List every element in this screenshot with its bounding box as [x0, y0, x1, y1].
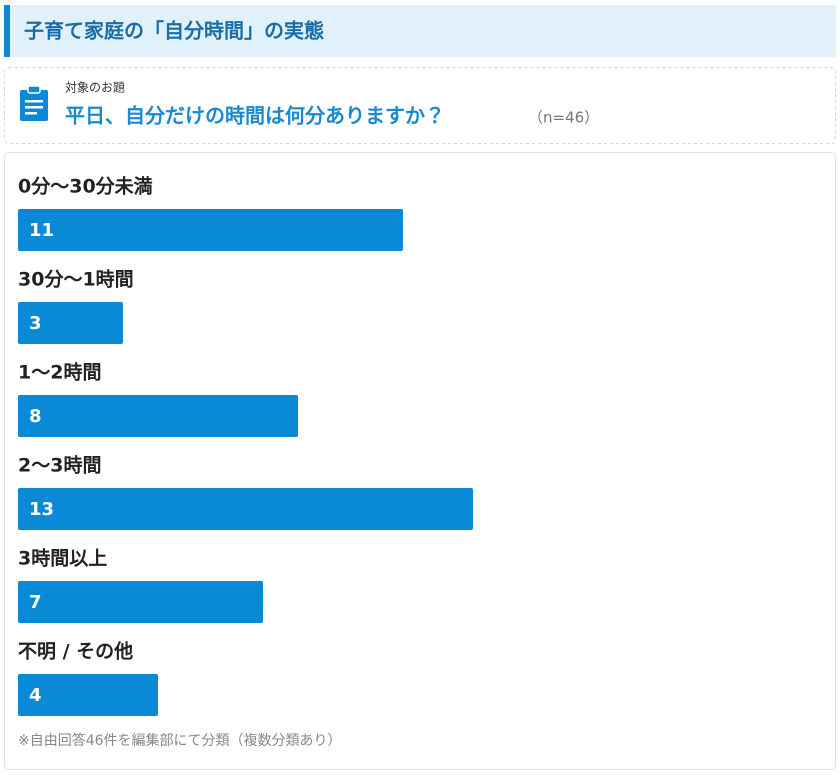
- category-label: 3時間以上: [18, 548, 107, 570]
- bar: [18, 395, 298, 437]
- clipboard-icon: [20, 85, 48, 121]
- value-label: 4: [29, 685, 42, 706]
- bar: [18, 209, 403, 251]
- header-title: 子育て家庭の「自分時間」の実態: [24, 19, 324, 43]
- header-box: [4, 5, 836, 57]
- value-label: 7: [29, 592, 42, 613]
- question-text: 平日、自分だけの時間は何分ありますか？: [65, 104, 445, 128]
- value-label: 8: [29, 406, 42, 427]
- question-box: [4, 67, 836, 144]
- category-label: 30分〜1時間: [18, 269, 134, 291]
- note: ※自由回答46件を編集部にて分類（複数分類あり）: [18, 732, 342, 749]
- category-label: 不明 / その他: [18, 640, 133, 663]
- category-label: 2〜3時間: [18, 455, 101, 477]
- bar: [18, 581, 263, 623]
- bar: [18, 674, 158, 716]
- question-label: 対象のお題: [65, 81, 125, 95]
- category-label: 0分〜30分未満: [18, 175, 153, 198]
- category-label: 1〜2時間: [18, 362, 101, 384]
- value-label: 3: [29, 313, 42, 334]
- value-label: 11: [29, 220, 54, 241]
- sample-size: （n=46）: [528, 109, 599, 127]
- header-accent: [4, 5, 10, 57]
- bar: [18, 302, 123, 344]
- bar: [18, 488, 473, 530]
- value-label: 13: [29, 499, 54, 520]
